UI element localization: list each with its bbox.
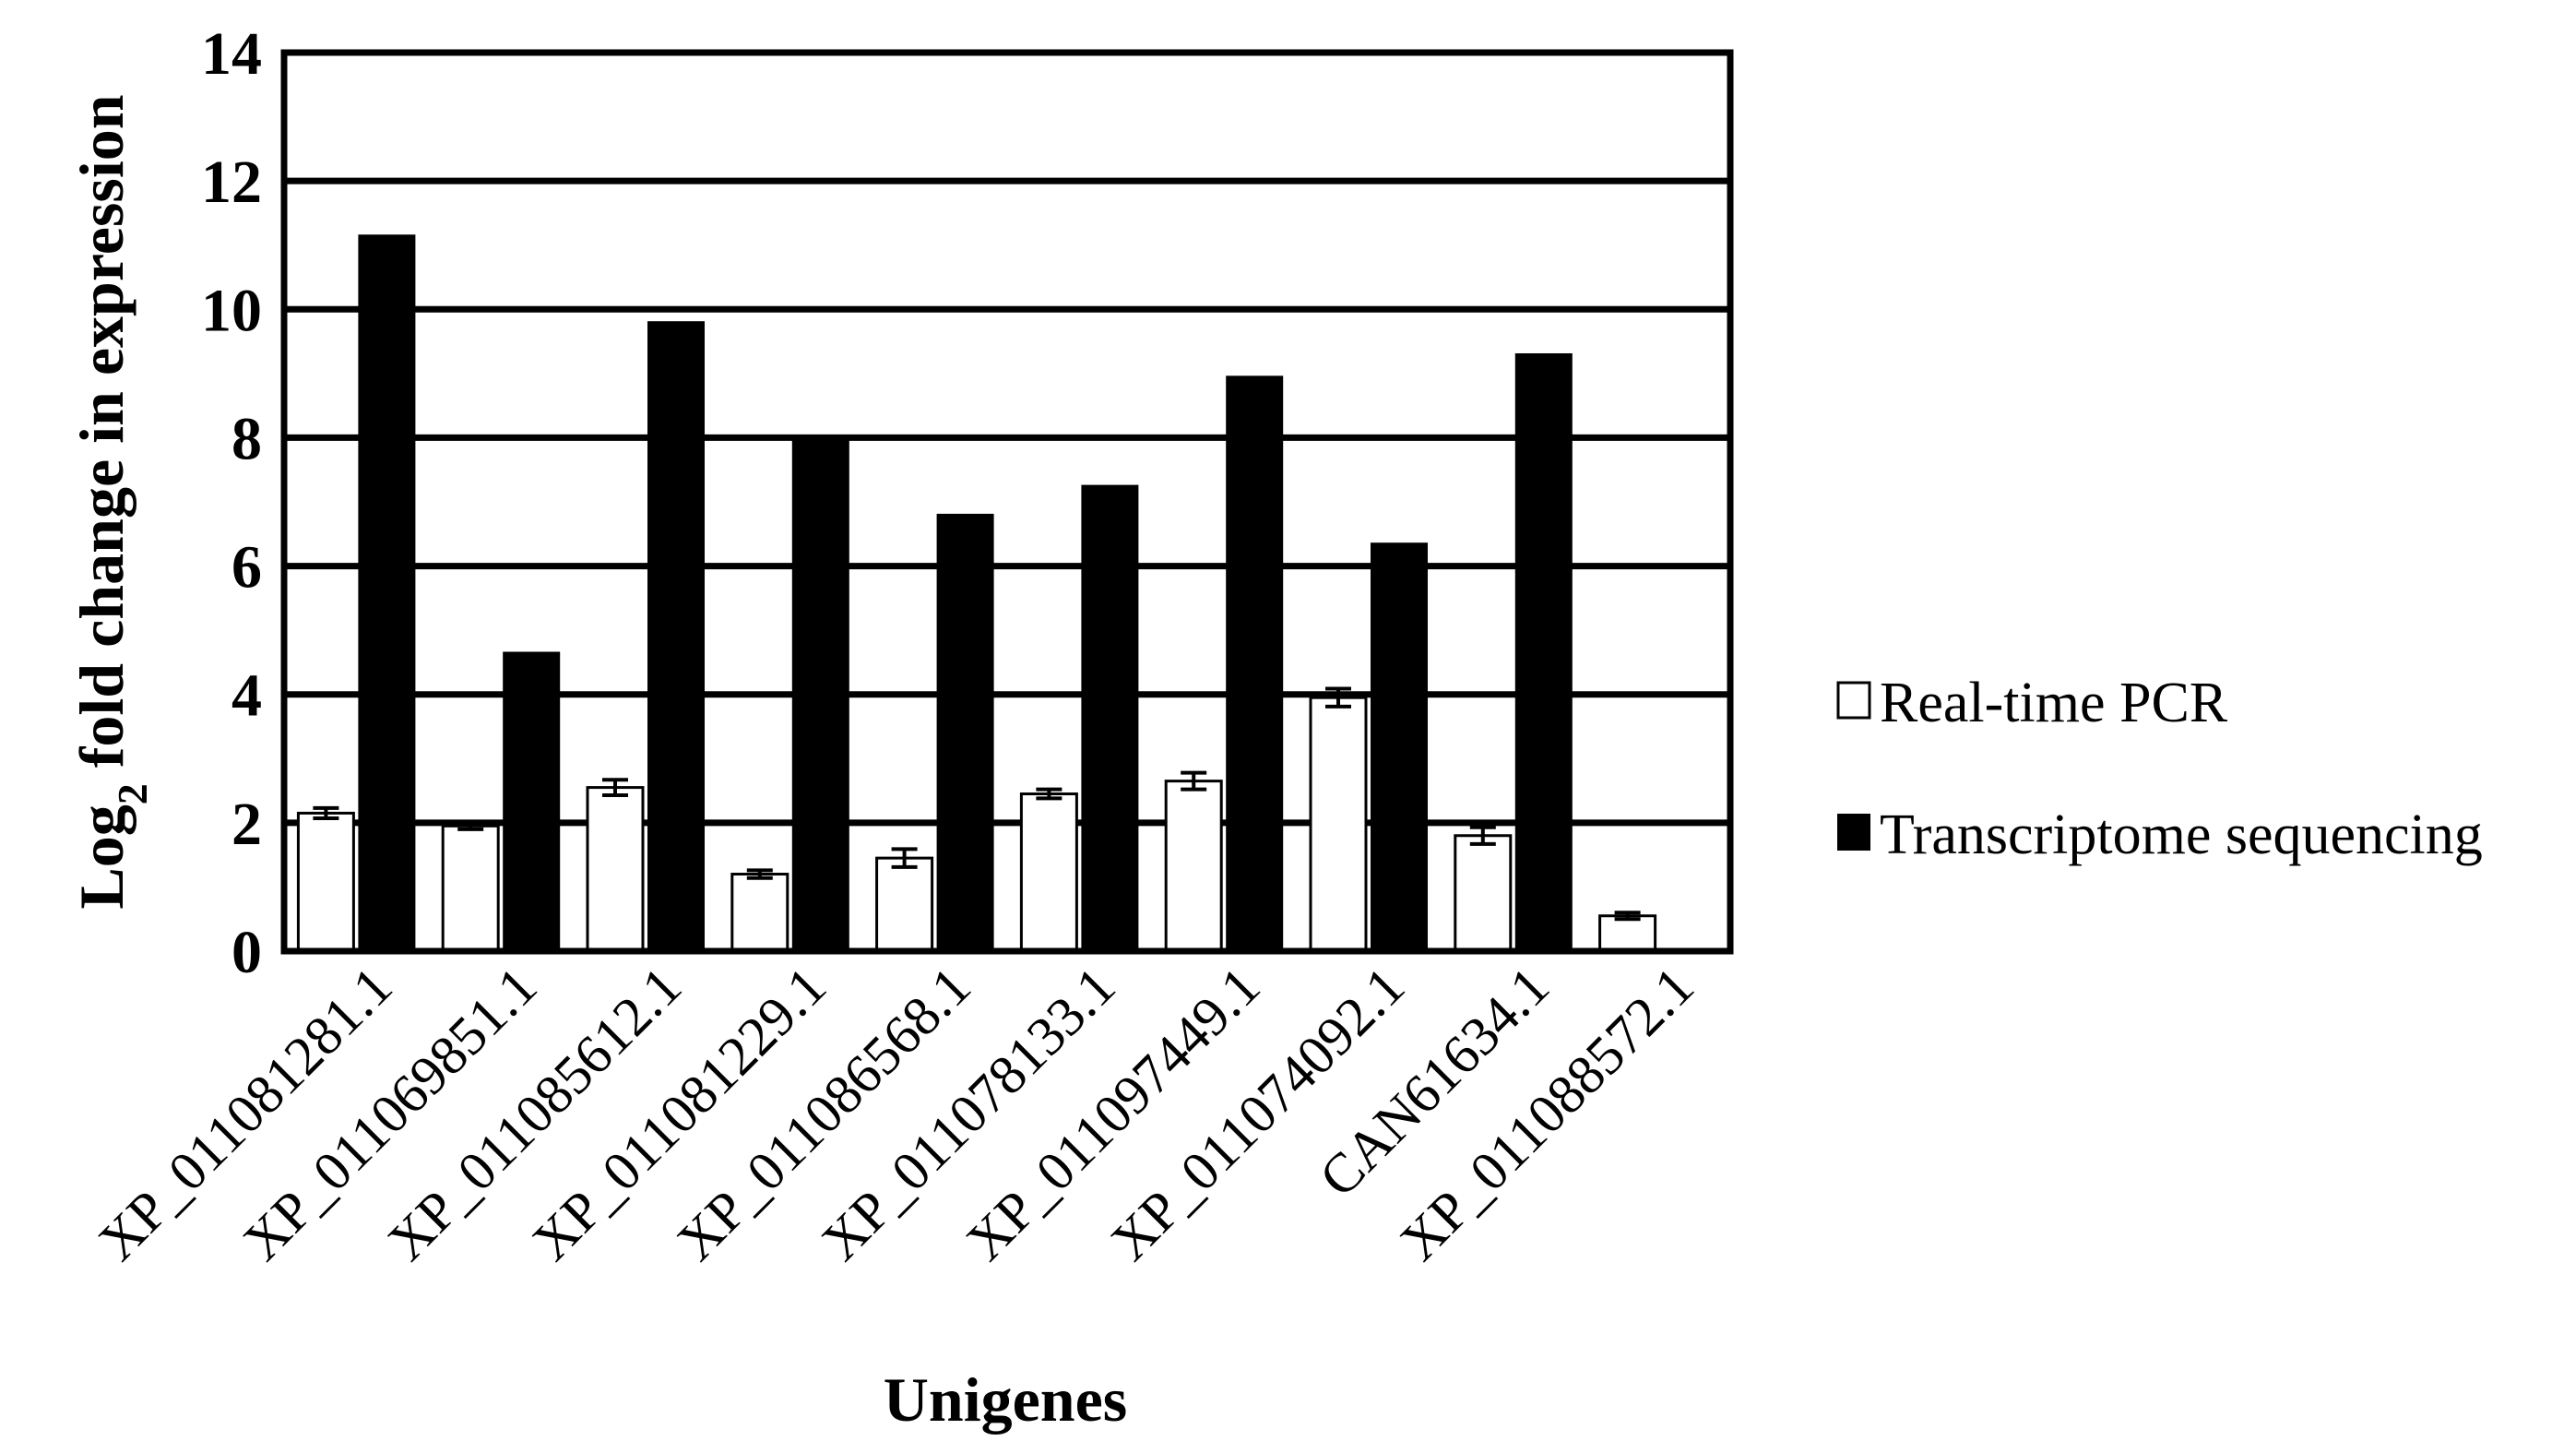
bar-real-time-pcr bbox=[586, 786, 645, 953]
bar-transcriptome-sequencing bbox=[936, 513, 994, 953]
y-tick-label: 14 bbox=[201, 20, 262, 88]
legend-label: Real-time PCR bbox=[1880, 672, 2228, 734]
bar-real-time-pcr bbox=[730, 873, 789, 953]
y-axis-title-main: Log bbox=[66, 804, 137, 909]
y-tick-label: 12 bbox=[201, 149, 262, 216]
bar-real-time-pcr bbox=[1309, 696, 1368, 953]
bar-real-time-pcr bbox=[1019, 792, 1078, 953]
bar-transcriptome-sequencing bbox=[1514, 352, 1573, 952]
y-tick-label: 6 bbox=[231, 534, 262, 601]
bar-transcriptome-sequencing bbox=[358, 234, 416, 952]
bar-transcriptome-sequencing bbox=[647, 321, 705, 952]
y-axis-ticks: 0 2 4 6 8 10 12 14 bbox=[201, 20, 262, 986]
axes bbox=[280, 49, 1734, 955]
bar-transcriptome-sequencing bbox=[503, 651, 561, 952]
legend-swatch bbox=[1837, 814, 1870, 851]
gridlines bbox=[284, 177, 1730, 827]
y-axis-title-subscript: 2 bbox=[109, 783, 156, 804]
bar-real-time-pcr bbox=[1454, 834, 1513, 953]
bars bbox=[296, 234, 1657, 953]
bar-real-time-pcr bbox=[875, 856, 934, 953]
plot-frame bbox=[280, 49, 1734, 955]
x-axis-title: Unigenes bbox=[884, 1364, 1127, 1435]
legend-swatch bbox=[1836, 681, 1871, 720]
bar-transcriptome-sequencing bbox=[1371, 542, 1428, 952]
y-tick-label: 8 bbox=[231, 405, 262, 472]
legend: Real-time PCR Transcriptome sequencing bbox=[1836, 672, 2483, 866]
y-tick-label: 0 bbox=[231, 919, 262, 986]
bar-real-time-pcr bbox=[441, 824, 500, 953]
bar-real-time-pcr bbox=[296, 811, 355, 953]
y-tick-label: 4 bbox=[231, 662, 262, 730]
bar-real-time-pcr bbox=[1598, 914, 1657, 953]
bar-transcriptome-sequencing bbox=[1081, 484, 1139, 952]
legend-label: Transcriptome sequencing bbox=[1880, 804, 2483, 866]
y-tick-label: 10 bbox=[201, 277, 262, 344]
bar-transcriptome-sequencing bbox=[1226, 375, 1284, 953]
y-axis-title: Log2 fold change in expression bbox=[66, 94, 156, 909]
y-tick-label: 2 bbox=[231, 791, 262, 858]
y-axis-title-rest: fold change in expression bbox=[66, 94, 137, 783]
bar-real-time-pcr bbox=[1164, 780, 1223, 953]
bar-transcriptome-sequencing bbox=[791, 436, 849, 952]
x-axis-ticks: XP_011081281.1XP_011069851.1XP_011085612… bbox=[87, 956, 1704, 1272]
